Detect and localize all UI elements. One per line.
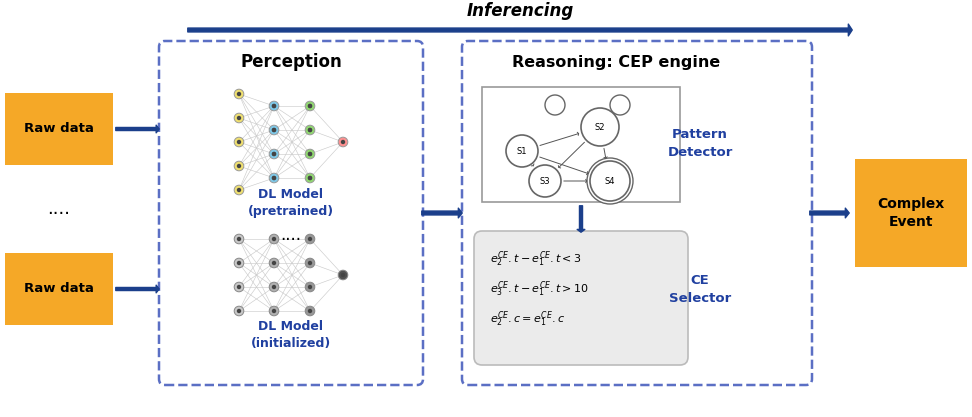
Circle shape bbox=[237, 286, 240, 289]
Circle shape bbox=[237, 141, 240, 143]
Text: S3: S3 bbox=[539, 176, 550, 186]
Circle shape bbox=[308, 128, 311, 131]
Circle shape bbox=[545, 95, 565, 115]
Circle shape bbox=[308, 105, 311, 108]
Text: ....: .... bbox=[281, 226, 301, 244]
Circle shape bbox=[234, 258, 244, 268]
Circle shape bbox=[305, 149, 315, 159]
Circle shape bbox=[610, 95, 630, 115]
Circle shape bbox=[272, 176, 275, 179]
Circle shape bbox=[581, 108, 619, 146]
Text: S1: S1 bbox=[517, 146, 527, 156]
Circle shape bbox=[272, 128, 275, 131]
Text: Pattern
Detector: Pattern Detector bbox=[668, 128, 733, 159]
Circle shape bbox=[272, 176, 275, 179]
FancyBboxPatch shape bbox=[482, 87, 680, 202]
Circle shape bbox=[269, 173, 279, 183]
Circle shape bbox=[234, 185, 244, 195]
Text: DL Model
(initialized): DL Model (initialized) bbox=[251, 320, 331, 350]
Circle shape bbox=[237, 238, 240, 241]
Circle shape bbox=[308, 286, 311, 289]
FancyBboxPatch shape bbox=[462, 41, 812, 385]
Circle shape bbox=[234, 137, 244, 147]
Circle shape bbox=[269, 101, 279, 111]
Circle shape bbox=[338, 137, 348, 147]
Circle shape bbox=[305, 234, 315, 244]
Circle shape bbox=[272, 105, 275, 108]
Circle shape bbox=[272, 261, 275, 264]
Circle shape bbox=[269, 282, 279, 292]
FancyBboxPatch shape bbox=[474, 231, 688, 365]
Circle shape bbox=[308, 176, 311, 179]
Circle shape bbox=[234, 89, 244, 99]
Circle shape bbox=[234, 113, 244, 123]
Text: Inferencing: Inferencing bbox=[467, 2, 573, 20]
Circle shape bbox=[308, 128, 311, 131]
FancyBboxPatch shape bbox=[5, 253, 113, 325]
Circle shape bbox=[590, 161, 630, 201]
Circle shape bbox=[272, 105, 275, 108]
Text: Perception: Perception bbox=[240, 53, 342, 71]
Text: S4: S4 bbox=[605, 176, 615, 186]
Text: $e^{CE}_{2}$$\mathit{.t} - e^{CE}_{1}$$\mathit{.t} < 3$: $e^{CE}_{2}$$\mathit{.t} - e^{CE}_{1}$$\… bbox=[490, 249, 581, 269]
Circle shape bbox=[305, 306, 315, 316]
Circle shape bbox=[234, 234, 244, 244]
Circle shape bbox=[308, 176, 311, 179]
Circle shape bbox=[272, 238, 275, 241]
Circle shape bbox=[338, 270, 348, 280]
Circle shape bbox=[341, 274, 344, 276]
Text: Reasoning: CEP engine: Reasoning: CEP engine bbox=[512, 55, 720, 70]
Text: CE
Selector: CE Selector bbox=[669, 274, 731, 304]
Circle shape bbox=[269, 149, 279, 159]
Circle shape bbox=[272, 309, 275, 312]
Circle shape bbox=[308, 261, 311, 264]
Circle shape bbox=[305, 101, 315, 111]
Text: DL Model
(pretrained): DL Model (pretrained) bbox=[248, 188, 334, 218]
FancyBboxPatch shape bbox=[5, 93, 113, 165]
Circle shape bbox=[237, 261, 240, 264]
Circle shape bbox=[234, 306, 244, 316]
Circle shape bbox=[269, 125, 279, 135]
Text: $e^{CE}_{3}$$\mathit{.t} - e^{CE}_{1}$$\mathit{.t} > 10$: $e^{CE}_{3}$$\mathit{.t} - e^{CE}_{1}$$\… bbox=[490, 279, 589, 299]
Circle shape bbox=[234, 161, 244, 171]
Circle shape bbox=[305, 282, 315, 292]
Circle shape bbox=[269, 306, 279, 316]
Circle shape bbox=[308, 105, 311, 108]
Circle shape bbox=[308, 238, 311, 241]
Circle shape bbox=[308, 153, 311, 156]
Circle shape bbox=[237, 116, 240, 120]
Circle shape bbox=[272, 153, 275, 156]
Circle shape bbox=[237, 164, 240, 168]
FancyBboxPatch shape bbox=[855, 159, 967, 267]
Circle shape bbox=[587, 158, 633, 204]
Circle shape bbox=[305, 173, 315, 183]
Circle shape bbox=[305, 258, 315, 268]
Circle shape bbox=[305, 125, 315, 135]
Text: $e^{CE}_{2}$$\mathit{.c} = e^{CE}_{1}$$\mathit{.c}$: $e^{CE}_{2}$$\mathit{.c} = e^{CE}_{1}$$\… bbox=[490, 309, 565, 329]
Circle shape bbox=[272, 153, 275, 156]
Circle shape bbox=[234, 282, 244, 292]
Circle shape bbox=[341, 141, 344, 143]
Circle shape bbox=[308, 153, 311, 156]
Text: ....: .... bbox=[48, 200, 71, 218]
Text: S2: S2 bbox=[595, 123, 606, 131]
FancyBboxPatch shape bbox=[159, 41, 423, 385]
Text: Raw data: Raw data bbox=[24, 123, 94, 136]
Circle shape bbox=[269, 234, 279, 244]
Circle shape bbox=[308, 309, 311, 312]
Circle shape bbox=[272, 128, 275, 131]
Text: Raw data: Raw data bbox=[24, 282, 94, 296]
Circle shape bbox=[506, 135, 538, 167]
Circle shape bbox=[237, 309, 240, 312]
Circle shape bbox=[269, 258, 279, 268]
Circle shape bbox=[237, 188, 240, 191]
Circle shape bbox=[237, 93, 240, 95]
Circle shape bbox=[272, 286, 275, 289]
Circle shape bbox=[529, 165, 561, 197]
Text: Complex
Event: Complex Event bbox=[878, 197, 945, 229]
